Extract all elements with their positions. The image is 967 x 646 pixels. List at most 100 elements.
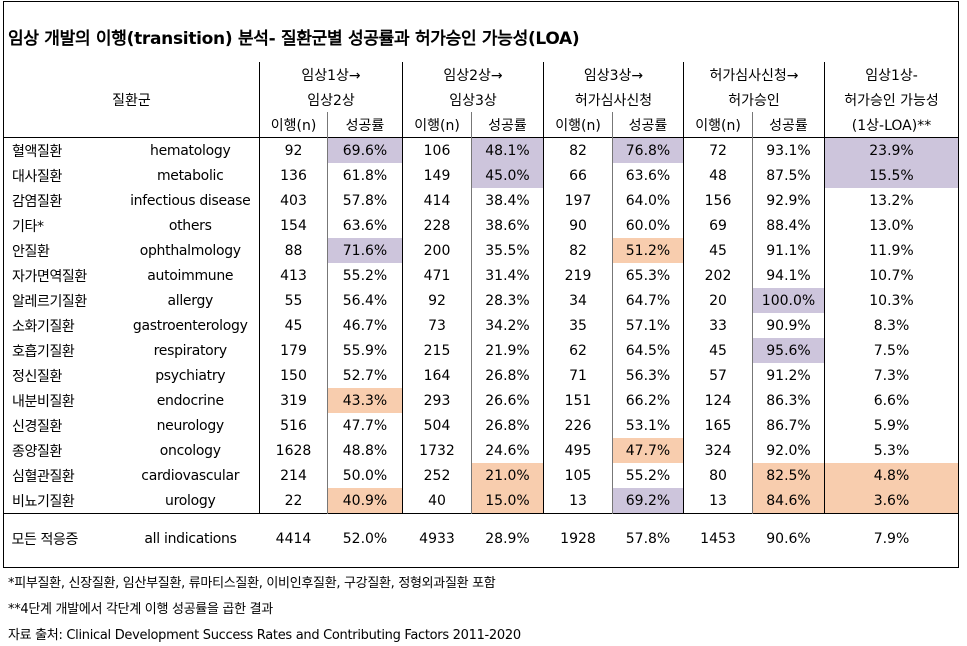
phase4-rate: 100.0%: [752, 288, 825, 313]
phase1-header-line1: 임상1상→: [259, 62, 403, 87]
phase1-n: 150: [259, 363, 328, 388]
disease-en: cardiovascular: [141, 467, 240, 484]
rate-header: 성공률: [471, 112, 544, 138]
total-p4n: 1453: [700, 530, 736, 547]
loa-header-line1: 임상1상-: [824, 62, 959, 87]
disease-ko: 안질환: [3, 238, 122, 263]
phase2-n: 73: [402, 313, 472, 338]
phase1-n: 516: [259, 413, 328, 438]
phase1-n: 55: [259, 288, 328, 313]
loa-value: 23.9%: [824, 137, 959, 163]
phase2-n: 106: [402, 137, 472, 163]
phase2-rate: 24.6%: [471, 438, 544, 463]
total-p2n: 4933: [419, 530, 455, 547]
disease-en: gastroenterology: [132, 317, 248, 334]
table-row: 내분비질환 endocrine 319 43.3% 293 26.6% 151 66.2% 12…: [3, 388, 959, 413]
phase2-n: 293: [402, 388, 472, 413]
loa-value: 6.6%: [824, 388, 959, 413]
phase1-n: 403: [259, 188, 328, 213]
phase2-rate: 45.0%: [471, 163, 544, 188]
phase1-n: 22: [259, 488, 328, 514]
phase2-n: 228: [402, 213, 472, 238]
disease-en: ophthalmology: [139, 242, 241, 259]
table-row: 안질환 ophthalmology 88 71.6% 200 35.5% 82 51.2% 45…: [3, 238, 959, 263]
phase1-n: 179: [259, 338, 328, 363]
footnote-others: *피부질환, 신장질환, 임산부질환, 류마티스질환, 이비인후질환, 구강질환…: [8, 576, 496, 591]
disease-ko: 알레르기질환: [3, 288, 122, 313]
phase2-header-line1: 임상2상→: [402, 62, 544, 87]
phase1-rate: 55.9%: [327, 338, 403, 363]
phase3-rate: 47.7%: [612, 438, 684, 463]
phase4-n: 57: [683, 363, 753, 388]
phase4-n: 202: [683, 263, 753, 288]
table-row: 소화기질환 gastroenterology 45 46.7% 73 34.2% 35 57.…: [3, 313, 959, 338]
phase2-rate: 21.0%: [471, 463, 544, 488]
phase4-n: 69: [683, 213, 753, 238]
loa-value: 15.5%: [824, 163, 959, 188]
source-note: 자료 출처: Clinical Development Success Rate…: [8, 628, 521, 643]
phase3-n: 62: [543, 338, 613, 363]
phase4-rate: 93.1%: [752, 137, 825, 163]
loa-header-line3: (1상-LOA)**: [824, 112, 959, 138]
phase3-rate: 64.7%: [612, 288, 684, 313]
phase1-rate: 50.0%: [327, 463, 403, 488]
phase1-n: 88: [259, 238, 328, 263]
phase1-rate: 43.3%: [327, 388, 403, 413]
loa-value: 10.7%: [824, 263, 959, 288]
phase2-rate: 28.3%: [471, 288, 544, 313]
phase4-n: 45: [683, 238, 753, 263]
phase2-n: 504: [402, 413, 472, 438]
table-row: 종양질환 oncology 1628 48.8% 1732 24.6% 495 47.7% 32…: [3, 438, 959, 463]
phase2-n: 215: [402, 338, 472, 363]
disease-ko: 감염질환: [3, 188, 122, 213]
table-row: 혈액질환 hematology 92 69.6% 106 48.1% 82 76.8% 72 93…: [3, 137, 959, 163]
phase2-header-line2: 임상3상: [402, 87, 544, 112]
loa-value: 13.0%: [824, 213, 959, 238]
disease-en: endocrine: [156, 392, 224, 409]
phase4-rate: 91.1%: [752, 238, 825, 263]
disease-en: others: [168, 217, 212, 234]
table-row: 자가면역질환 autoimmune 413 55.2% 471 31.4% 219 65.3%…: [3, 263, 959, 288]
loa-value: 5.9%: [824, 413, 959, 438]
rate-header: 성공률: [752, 112, 825, 138]
loa-value: 10.3%: [824, 288, 959, 313]
phase4-rate: 88.4%: [752, 213, 825, 238]
disease-en: metabolic: [156, 167, 224, 184]
table-row: 비뇨기질환 urology 22 40.9% 40 15.0% 13 69.2% 13 84.6%…: [3, 488, 959, 514]
phase3-rate: 66.2%: [612, 388, 684, 413]
disease-ko: 정신질환: [3, 363, 122, 388]
phase4-rate: 87.5%: [752, 163, 825, 188]
phase4-n: 20: [683, 288, 753, 313]
phase3-rate: 60.0%: [612, 213, 684, 238]
disease-ko: 비뇨기질환: [3, 488, 122, 514]
table-row: 기타* others 154 63.6% 228 38.6% 90 60.0% 69 88.4% 1…: [3, 213, 959, 238]
phase1-n: 413: [259, 263, 328, 288]
loa-value: 13.2%: [824, 188, 959, 213]
phase3-rate: 69.2%: [612, 488, 684, 514]
phase2-n: 200: [402, 238, 472, 263]
phase4-n: 80: [683, 463, 753, 488]
phase3-rate: 57.1%: [612, 313, 684, 338]
phase3-rate: 53.1%: [612, 413, 684, 438]
phase2-n: 471: [402, 263, 472, 288]
phase1-rate: 47.7%: [327, 413, 403, 438]
n-header: 이행(n): [683, 112, 753, 138]
phase3-header-line1: 임상3상→: [543, 62, 684, 87]
phase1-n: 214: [259, 463, 328, 488]
phase2-n: 40: [402, 488, 472, 514]
disease-en: urology: [165, 492, 216, 509]
phase2-rate: 15.0%: [471, 488, 544, 514]
phase3-rate: 51.2%: [612, 238, 684, 263]
phase4-n: 48: [683, 163, 753, 188]
phase4-n: 33: [683, 313, 753, 338]
disease-en: respiratory: [153, 342, 228, 359]
phase2-n: 1732: [402, 438, 472, 463]
phase4-rate: 82.5%: [752, 463, 825, 488]
phase2-rate: 35.5%: [471, 238, 544, 263]
disease-ko: 혈액질환: [3, 137, 122, 163]
disease-ko: 종양질환: [3, 438, 122, 463]
phase3-rate: 56.3%: [612, 363, 684, 388]
disease-ko: 자가면역질환: [3, 263, 122, 288]
total-p2r: 28.9%: [485, 530, 530, 547]
phase4-rate: 94.1%: [752, 263, 825, 288]
